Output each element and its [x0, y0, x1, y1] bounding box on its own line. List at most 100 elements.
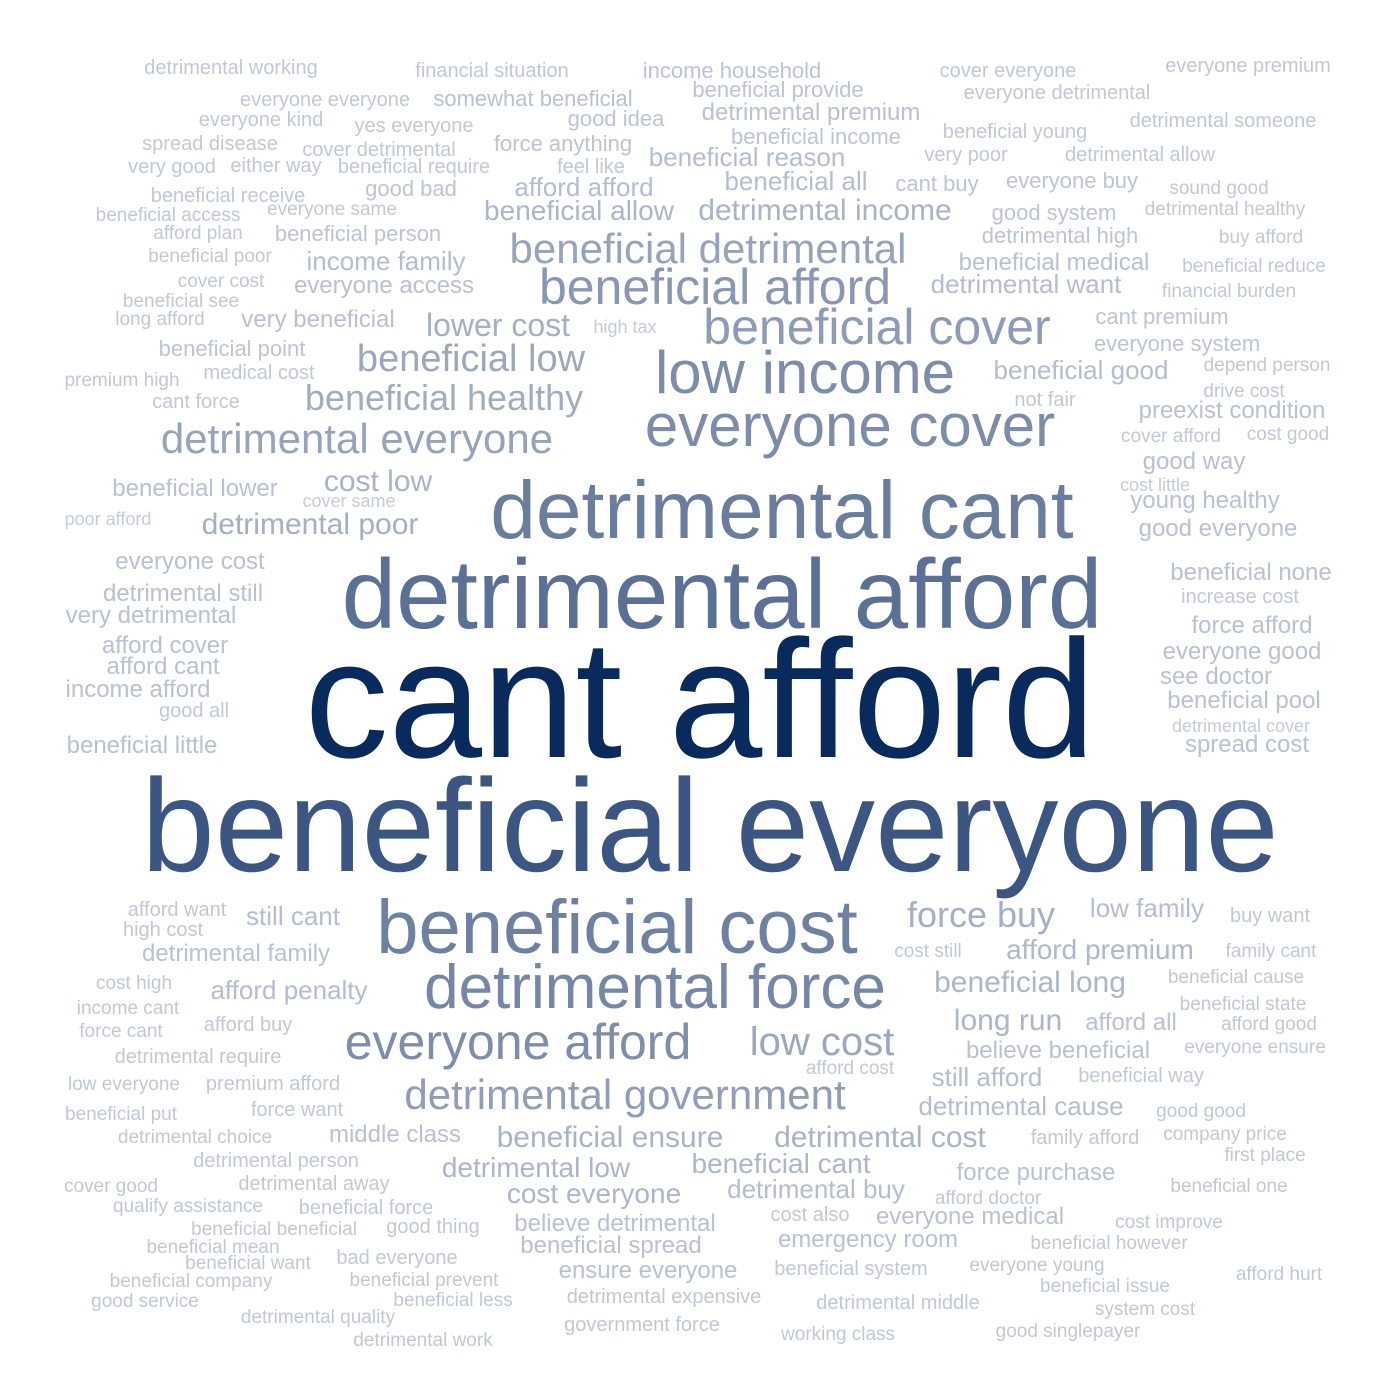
word: detrimental family [141, 940, 331, 967]
word: everyone everyone [239, 89, 411, 111]
word: long run [953, 1004, 1063, 1037]
word: good system [991, 200, 1117, 225]
word: low family [1089, 893, 1205, 923]
word: detrimental buy [727, 1174, 905, 1204]
word: beneficial one [1170, 1176, 1288, 1197]
word: detrimental quality [240, 1307, 396, 1328]
word: system cost [1094, 1299, 1196, 1320]
word: afford good [1221, 1014, 1317, 1035]
word: cover everyone [939, 60, 1077, 82]
word: very poor [924, 144, 1008, 166]
word: beneficial good [993, 355, 1169, 385]
word: beneficial company [109, 1271, 273, 1292]
word: financial situation [415, 60, 569, 82]
word: detrimental cause [918, 1091, 1124, 1121]
word: beneficial all [724, 166, 868, 196]
word: believe beneficial [965, 1037, 1151, 1064]
word: everyone cost [115, 548, 265, 575]
word: cover afford [1121, 426, 1221, 447]
word: cant premium [1095, 304, 1229, 329]
word: beneficial reason [648, 142, 846, 172]
word: detrimental require [114, 1046, 282, 1068]
word: force purchase [956, 1159, 1116, 1186]
word: everyone system [1093, 331, 1261, 356]
word: everyone cover [644, 392, 1056, 459]
word: detrimental everyone [160, 415, 554, 462]
word: afford want [127, 899, 227, 921]
word: good thing [386, 1216, 480, 1238]
word: good bad [365, 176, 457, 201]
word: poor afford [64, 509, 152, 529]
word: beneficial detrimental [509, 225, 907, 272]
word: beneficial none [1170, 559, 1332, 586]
word: high tax [593, 317, 657, 337]
word: preexist condition [1138, 397, 1326, 424]
word: young healthy [1130, 487, 1280, 514]
word: good good [1156, 1101, 1246, 1122]
word: cost still [894, 941, 962, 962]
word: force buy [906, 894, 1056, 935]
word: income afford [65, 676, 211, 703]
word: detrimental person [193, 1150, 359, 1172]
word: everyone medical [875, 1203, 1065, 1230]
word: lower cost [425, 307, 571, 343]
word: force want [250, 1099, 344, 1121]
word: see doctor [1159, 663, 1273, 690]
word: detrimental afford [341, 539, 1103, 649]
word: family afford [1030, 1127, 1140, 1149]
word: detrimental low [441, 1152, 631, 1183]
word: beneficial require [337, 156, 491, 178]
word: everyone buy [1005, 168, 1139, 193]
word: beneficial person [274, 221, 442, 246]
word: low cost [749, 1020, 895, 1064]
word: spread cost [1184, 731, 1310, 758]
word: qualify assistance [113, 1196, 263, 1217]
word: detrimental force [424, 953, 886, 1022]
word: beneficial system [774, 1258, 928, 1280]
word: beneficial provide [692, 77, 864, 102]
word: cost improve [1115, 1212, 1223, 1233]
word: good everyone [1138, 515, 1298, 542]
word: very beneficial [241, 306, 395, 333]
word: detrimental working [144, 57, 318, 79]
word: cover cost [177, 271, 265, 292]
word: beneficial long [934, 966, 1126, 999]
word: beneficial access [95, 205, 241, 226]
word: yes everyone [354, 115, 474, 137]
word: beneficial low [356, 338, 586, 380]
word: beneficial less [393, 1290, 513, 1311]
word: detrimental cover [1171, 716, 1311, 736]
word: beneficial want [185, 1253, 311, 1274]
word: increase cost [1181, 586, 1299, 608]
word: beneficial income [731, 124, 901, 149]
word: beneficial young [942, 121, 1088, 143]
word: afford all [1085, 1009, 1177, 1036]
word: beneficial state [1179, 994, 1307, 1015]
word: afford afford [514, 172, 654, 202]
word: beneficial allow [484, 195, 674, 226]
word: everyone ensure [1184, 1037, 1326, 1058]
word: premium high [64, 370, 180, 391]
word: cost good [1246, 424, 1330, 445]
word: detrimental someone [1129, 110, 1317, 132]
word: detrimental still [102, 580, 264, 607]
word: afford cant [106, 653, 220, 680]
word: believe detrimental [514, 1210, 716, 1237]
word: beneficial little [66, 732, 218, 759]
word: beneficial medical [958, 249, 1150, 276]
word: detrimental want [930, 269, 1122, 299]
word: beneficial poor [148, 246, 272, 267]
word: detrimental healthy [1144, 199, 1306, 220]
word: afford hurt [1235, 1264, 1323, 1285]
word: force anything [493, 131, 633, 156]
word: beneficial issue [1040, 1276, 1170, 1297]
word: cant afford [304, 605, 1096, 793]
word: cover detrimental [302, 139, 456, 161]
word: good service [91, 1291, 199, 1312]
word: somewhat beneficial [433, 86, 633, 111]
word: low everyone [68, 1074, 180, 1095]
word: beneficial see [122, 291, 240, 312]
word: afford buy [203, 1014, 293, 1036]
word: middle class [328, 1121, 462, 1148]
word: company price [1163, 1124, 1287, 1145]
